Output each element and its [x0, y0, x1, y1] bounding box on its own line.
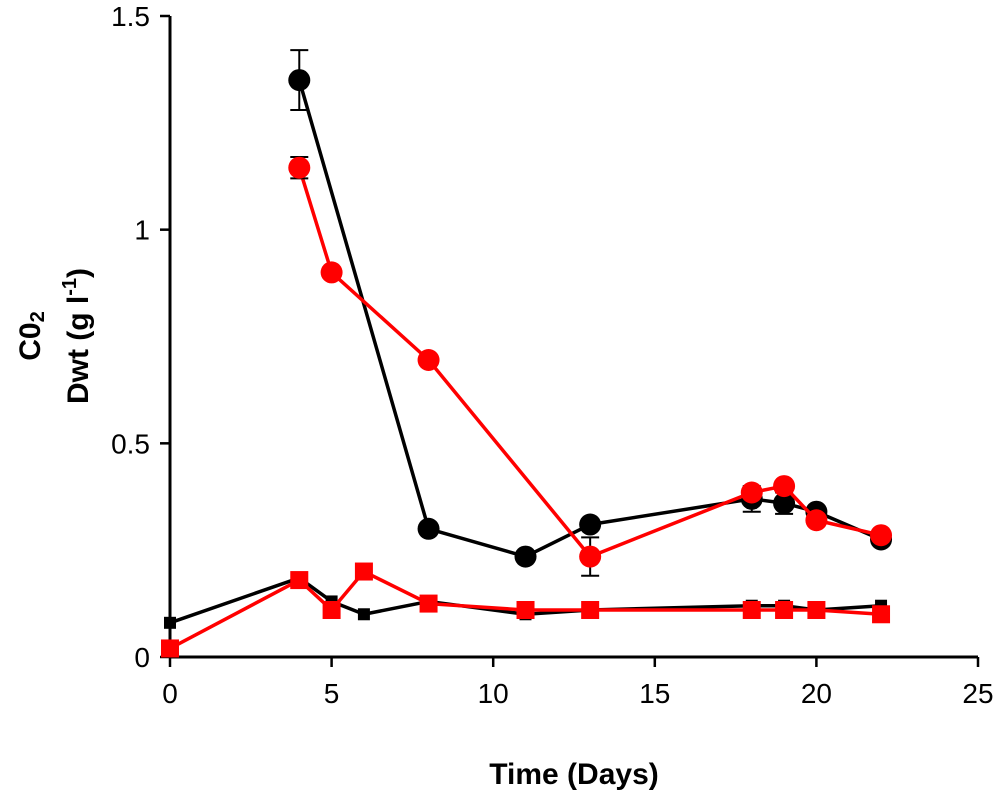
data-point — [581, 600, 600, 619]
data-point — [773, 492, 796, 515]
data-point — [740, 481, 763, 504]
x-tick-label: 15 — [639, 678, 670, 709]
data-point — [419, 594, 438, 613]
x-tick-label: 5 — [324, 678, 340, 709]
data-point — [417, 349, 440, 372]
x-axis-title: Time (Days) — [489, 758, 659, 791]
data-point — [417, 517, 440, 540]
y-tick-label: 1.5 — [111, 1, 150, 32]
data-point — [805, 509, 828, 532]
data-point — [870, 524, 893, 547]
data-point — [775, 600, 794, 619]
data-point — [354, 562, 373, 581]
data-point — [320, 261, 343, 284]
data-point — [288, 156, 311, 179]
y-tick-label: 0.5 — [111, 428, 150, 459]
data-point — [807, 600, 826, 619]
data-point — [579, 513, 602, 536]
x-tick-label: 20 — [801, 678, 832, 709]
x-tick-label: 25 — [962, 678, 993, 709]
data-point — [161, 639, 179, 658]
series-2 — [164, 571, 888, 629]
data-point — [290, 571, 309, 590]
y-axis-title-line1: C02 — [14, 311, 49, 360]
data-point — [322, 600, 341, 619]
y-axis-title-line2: Dwt (g l-1) — [59, 268, 95, 404]
y-axis-title-line2-main: Dwt (g l — [62, 296, 95, 404]
ticks: 0 5 10 15 20 25 0 0.5 1 1.5 — [111, 1, 994, 709]
series-0 — [288, 49, 893, 568]
series-1 — [288, 156, 893, 577]
data-point — [357, 608, 370, 621]
axes — [168, 16, 978, 659]
data-point — [516, 600, 535, 619]
y-tick-label: 1 — [134, 215, 150, 246]
x-tick-label: 10 — [478, 678, 509, 709]
data-point — [872, 605, 891, 624]
y-axis-title-line2-sup: -1 — [59, 278, 81, 296]
data-point — [514, 545, 537, 568]
y-axis-title-line1-main: C0 — [14, 322, 47, 360]
data-point — [579, 545, 602, 568]
series-3 — [161, 562, 891, 658]
y-tick-label: 0 — [134, 642, 150, 673]
y-axis-title: C02 Dwt (g l-1) — [14, 268, 95, 404]
data-point — [773, 475, 796, 498]
data-point — [164, 616, 176, 629]
series-layer — [161, 49, 893, 658]
series-line — [297, 167, 882, 559]
y-axis-title-line1-sub: 2 — [27, 311, 49, 322]
x-tick-label: 0 — [162, 678, 178, 709]
data-point — [742, 600, 761, 619]
y-axis-title-line2-end: ) — [62, 268, 95, 278]
data-point — [288, 69, 311, 92]
